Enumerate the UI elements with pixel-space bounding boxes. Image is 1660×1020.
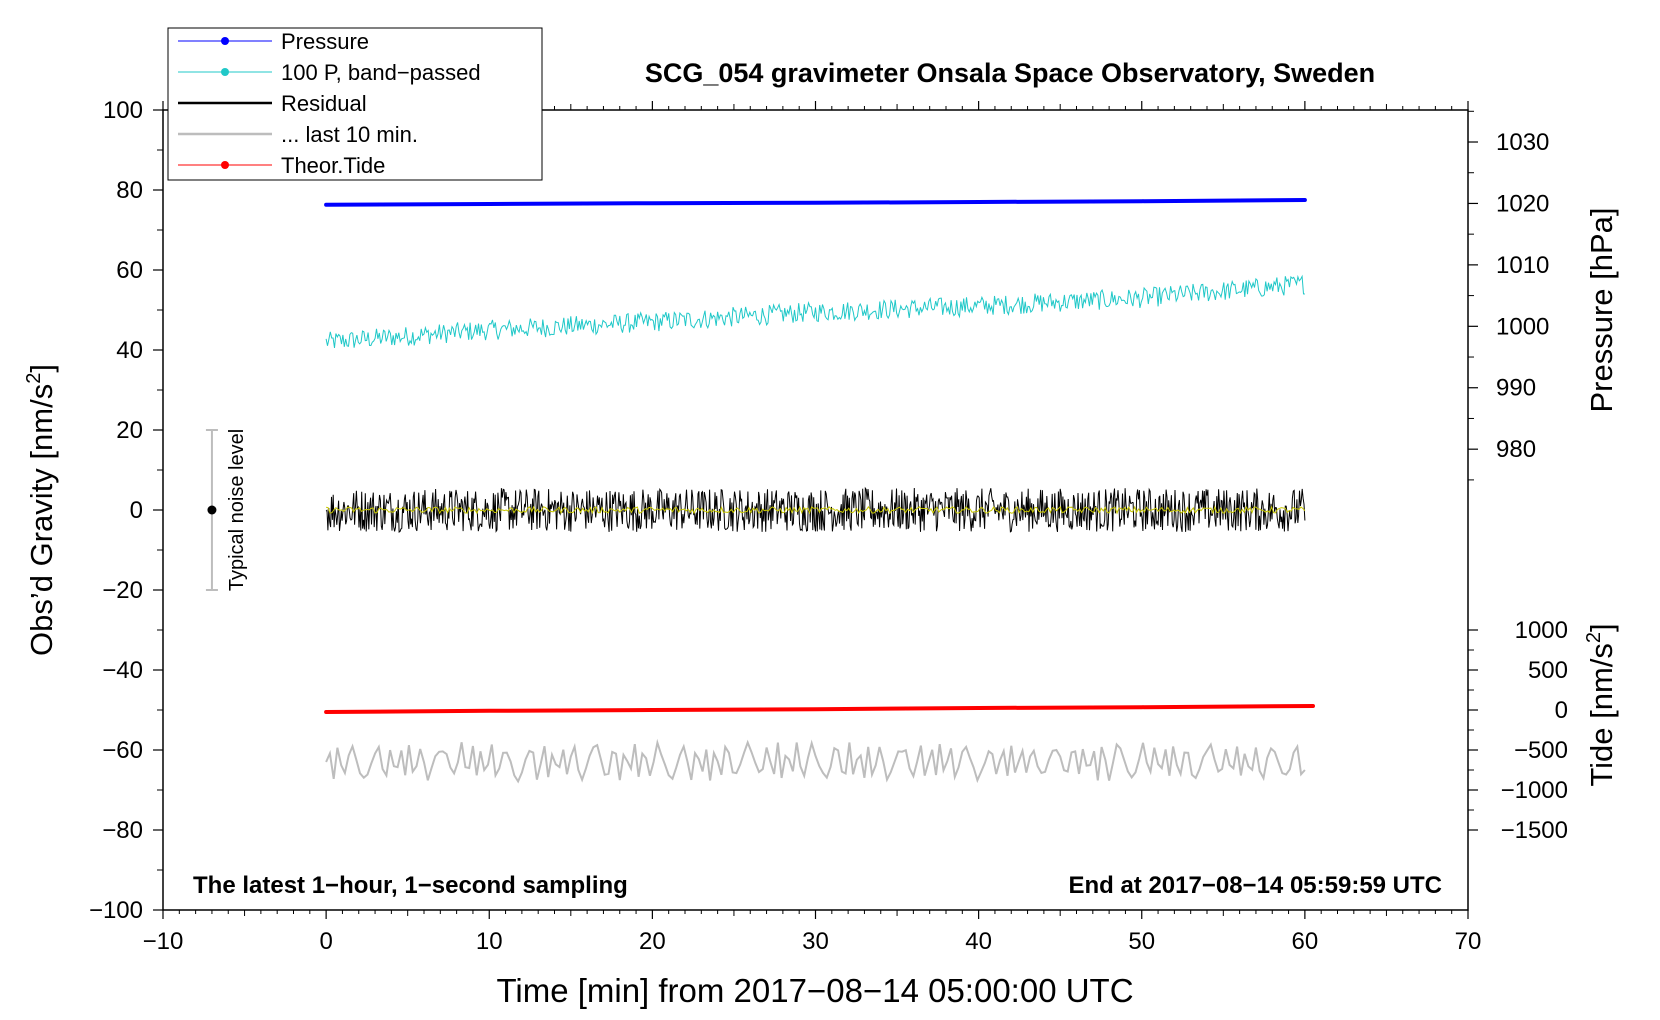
tide-tick-label: 1000 (1515, 617, 1568, 644)
y-tick-label: 20 (116, 417, 143, 444)
pressure-tick-label: 980 (1496, 436, 1536, 463)
y-axis-label-end: ] (24, 364, 59, 373)
y-axis-label-main: Obs’d Gravity [nm/s (24, 384, 59, 656)
y-tick-label: 100 (103, 97, 143, 124)
y-tick-label: 80 (116, 177, 143, 204)
series-last-10-min (325, 738, 1306, 784)
x-tick-label: 10 (476, 928, 503, 955)
series-residual (325, 486, 1306, 533)
x-tick-label: 50 (1128, 928, 1155, 955)
tide-tick-label: 500 (1528, 657, 1568, 684)
y-tick-label: −40 (102, 657, 143, 684)
x-tick-label: −10 (143, 928, 184, 955)
legend: Pressure 100 P, band−passed Residual ... la… (167, 27, 543, 181)
y-axis-label: Obs’d Gravity [nm/s2] (23, 364, 59, 656)
annotation-bottom-right: End at 2017−08−14 05:59:59 UTC (1068, 872, 1442, 899)
data-series (324, 198, 1315, 784)
x-tick-label: 70 (1455, 928, 1482, 955)
axis-ticks: −10 0 10 20 30 40 50 60 70−100−80−60−40−20020406… (89, 97, 1568, 955)
x-tick-label: 60 (1292, 928, 1319, 955)
series-100-p-band-passed (325, 274, 1305, 348)
legend-marker (221, 161, 229, 169)
pressure-tick-label: 1000 (1496, 313, 1549, 340)
x-tick-label: 20 (639, 928, 666, 955)
legend-label: Pressure (281, 29, 369, 54)
noise-label: Typical noise level (226, 429, 248, 591)
legend-marker (221, 37, 229, 45)
legend-label: Residual (281, 91, 367, 116)
noise-point (207, 505, 217, 515)
chart-title: SCG_054 gravimeter Onsala Space Observat… (645, 58, 1375, 88)
legend-label: Theor.Tide (281, 153, 385, 178)
noise-level-marker: Typical noise level (205, 429, 248, 591)
y-tick-label: 60 (116, 257, 143, 284)
pressure-tick-label: 1010 (1496, 252, 1549, 279)
tide-axis-label: Tide [nm/s2] (1583, 623, 1619, 786)
annotation-bottom-left: The latest 1−hour, 1−second sampling (193, 872, 628, 899)
x-tick-label: 30 (802, 928, 829, 955)
pressure-axis-label: Pressure [hPa] (1584, 207, 1619, 412)
pressure-tick-label: 1030 (1496, 129, 1549, 156)
legend-label: ... last 10 min. (281, 122, 418, 147)
legend-marker (221, 68, 229, 76)
pressure-tick-label: 990 (1496, 375, 1536, 402)
tide-tick-label: −1500 (1501, 817, 1568, 844)
pressure-tick-label: 1020 (1496, 190, 1549, 217)
y-tick-label: −20 (102, 577, 143, 604)
tide-tick-label: 0 (1555, 697, 1568, 724)
y-tick-label: −100 (89, 897, 143, 924)
x-tick-label: 40 (965, 928, 992, 955)
tide-tick-label: −1000 (1501, 777, 1568, 804)
series-pressure (324, 198, 1307, 207)
y-tick-label: −80 (102, 817, 143, 844)
tide-tick-label: −500 (1514, 737, 1568, 764)
y-tick-label: 40 (116, 337, 143, 364)
x-axis-label: Time [min] from 2017−08−14 05:00:00 UTC (496, 972, 1133, 1009)
y-tick-label: 0 (130, 497, 143, 524)
tide-axis-label-end: ] (1584, 623, 1619, 632)
series-yellow-smoothed-residual (326, 505, 1306, 515)
legend-label: 100 P, band−passed (281, 60, 481, 85)
y-tick-label: −60 (102, 737, 143, 764)
y-axis-label-sup: 2 (23, 373, 45, 384)
tide-axis-label-main: Tide [nm/s (1584, 643, 1619, 787)
x-tick-label: 0 (319, 928, 332, 955)
series-theor-tide (324, 704, 1315, 714)
tide-axis-label-sup: 2 (1583, 632, 1605, 643)
